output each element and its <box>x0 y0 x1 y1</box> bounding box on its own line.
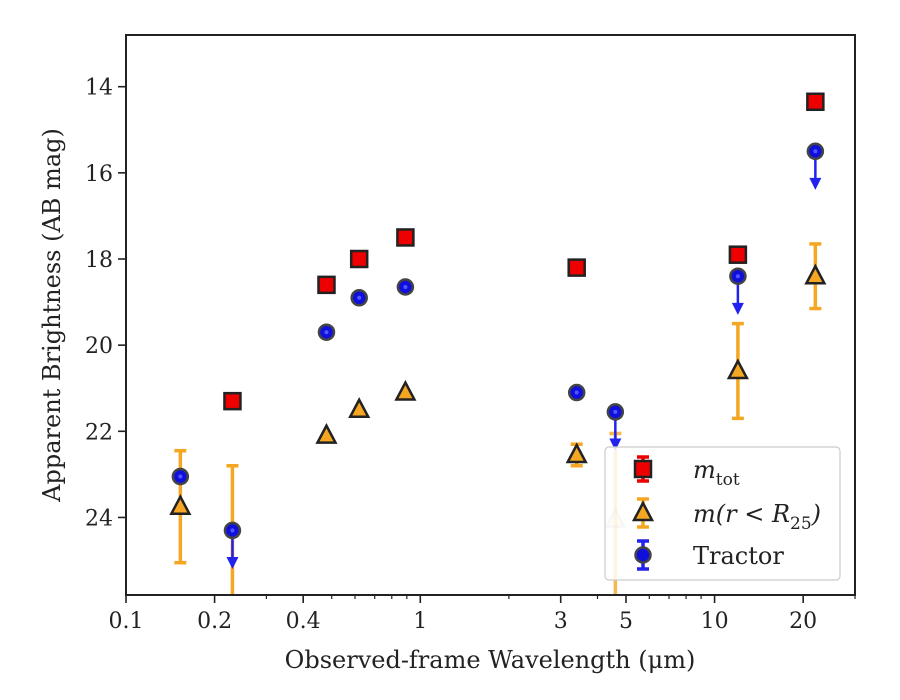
x-tick-label: 10 <box>701 609 729 634</box>
square-marker <box>567 258 586 277</box>
y-tick-label: 14 <box>85 76 113 101</box>
x-tick-label: 3 <box>554 609 568 634</box>
circle-center <box>735 274 740 279</box>
y-tick-label: 18 <box>85 248 113 273</box>
legend-entry: m(r < R25) <box>631 497 821 534</box>
square-marker <box>349 249 369 269</box>
square-marker <box>317 275 336 295</box>
square-marker <box>223 391 242 411</box>
legend-entry: mtot <box>633 455 740 490</box>
legend-label: Tractor <box>693 542 784 570</box>
square-marker <box>728 245 748 264</box>
plot-frame <box>125 34 856 596</box>
legend-square-marker <box>633 459 653 479</box>
circle-center <box>574 390 579 395</box>
y-tick-label: 16 <box>85 162 113 187</box>
triangle-marker <box>315 422 338 444</box>
x-tick-label: 0.4 <box>286 609 321 634</box>
triangle-marker <box>348 397 371 419</box>
y-tick-label: 20 <box>85 334 113 359</box>
x-tick-label: 5 <box>619 609 633 634</box>
circle-center <box>324 330 329 335</box>
y-tick-label: 24 <box>85 506 113 531</box>
x-tick-label: 20 <box>789 609 817 634</box>
triangle-marker <box>804 263 827 285</box>
legend-triangle-marker <box>631 500 655 522</box>
circle-center <box>813 149 818 154</box>
y-axis-label: Apparent Brightness (AB mag) <box>38 128 66 503</box>
legend: mtot m(r < R25) Tractor <box>604 446 841 581</box>
square-marker <box>396 228 415 247</box>
x-tick-label: 1 <box>413 609 427 634</box>
legend-label: mtot <box>693 456 740 490</box>
triangle-marker <box>169 494 192 515</box>
triangle-marker <box>565 442 588 464</box>
legend-box <box>604 446 841 581</box>
circle-center <box>178 474 183 479</box>
y-tick-label: 22 <box>85 420 113 445</box>
x-tick-label: 0.1 <box>109 609 144 634</box>
axes: 0.1 0.2 0.4 1 3 5 10 20 14 16 18 20 22 24 <box>85 34 856 634</box>
circle-center <box>230 528 235 533</box>
circle-center <box>357 295 362 300</box>
x-tick-label: 0.2 <box>197 609 232 634</box>
legend-label: m(r < R25) <box>693 500 821 534</box>
legend-entry: Tractor <box>634 539 784 571</box>
circle-center <box>613 409 618 414</box>
x-axis-label: Observed-frame Wavelength (μm) <box>285 646 696 674</box>
triangle-marker <box>726 358 749 380</box>
plot-content <box>169 92 827 595</box>
legend-circle-marker <box>634 546 652 564</box>
circle-center <box>403 285 408 289</box>
triangle-marker <box>394 379 417 401</box>
square-marker <box>806 92 825 112</box>
